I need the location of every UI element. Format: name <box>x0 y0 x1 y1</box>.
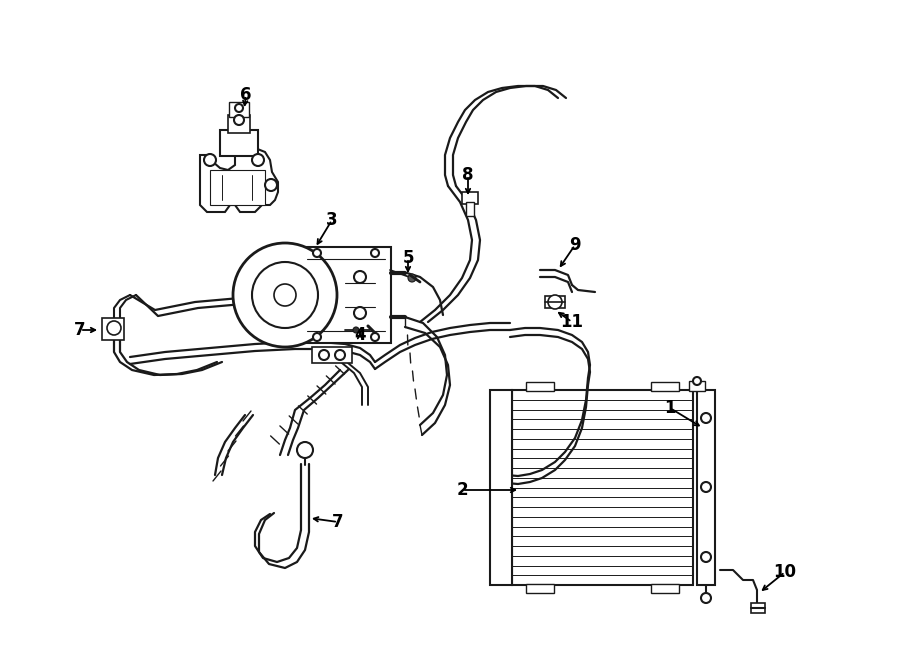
Bar <box>689 381 705 391</box>
Circle shape <box>274 284 296 306</box>
Text: 10: 10 <box>773 563 796 581</box>
Bar <box>228 115 250 133</box>
Text: 11: 11 <box>561 313 583 331</box>
Bar <box>651 382 679 391</box>
Bar <box>545 296 565 308</box>
Circle shape <box>354 307 366 319</box>
Circle shape <box>354 271 366 283</box>
Circle shape <box>548 295 562 309</box>
Circle shape <box>107 321 121 335</box>
Bar <box>303 247 391 343</box>
Circle shape <box>297 442 313 458</box>
Bar <box>210 170 265 205</box>
Bar <box>526 584 554 593</box>
Bar <box>697 390 715 585</box>
Text: 5: 5 <box>402 249 414 267</box>
Circle shape <box>371 333 379 341</box>
Circle shape <box>313 249 321 257</box>
Circle shape <box>693 377 701 385</box>
Text: 8: 8 <box>463 166 473 184</box>
Bar <box>220 130 258 156</box>
Circle shape <box>252 154 264 166</box>
Circle shape <box>353 327 359 333</box>
Bar <box>490 390 512 585</box>
Text: 6: 6 <box>240 86 252 104</box>
Bar <box>512 390 693 585</box>
Bar <box>751 603 765 613</box>
Circle shape <box>235 104 243 112</box>
Bar <box>466 202 474 216</box>
Text: 7: 7 <box>74 321 86 339</box>
Circle shape <box>701 413 711 423</box>
Circle shape <box>701 552 711 562</box>
Bar <box>462 192 478 204</box>
Circle shape <box>233 243 337 347</box>
Text: 2: 2 <box>456 481 468 499</box>
Text: 4: 4 <box>355 326 365 344</box>
Bar <box>229 102 249 117</box>
Bar <box>312 347 352 363</box>
Circle shape <box>701 593 711 603</box>
Text: 7: 7 <box>332 513 344 531</box>
Circle shape <box>701 482 711 492</box>
Circle shape <box>204 154 216 166</box>
Bar <box>526 382 554 391</box>
Bar <box>651 584 679 593</box>
Circle shape <box>408 274 416 282</box>
Text: 3: 3 <box>326 211 338 229</box>
Circle shape <box>252 262 318 328</box>
Text: 9: 9 <box>569 236 580 254</box>
Circle shape <box>371 249 379 257</box>
Circle shape <box>335 350 345 360</box>
Circle shape <box>319 350 329 360</box>
Polygon shape <box>200 148 278 212</box>
Circle shape <box>313 333 321 341</box>
Circle shape <box>234 115 244 125</box>
Bar <box>102 318 124 340</box>
Circle shape <box>265 179 277 191</box>
Text: 1: 1 <box>664 399 676 417</box>
